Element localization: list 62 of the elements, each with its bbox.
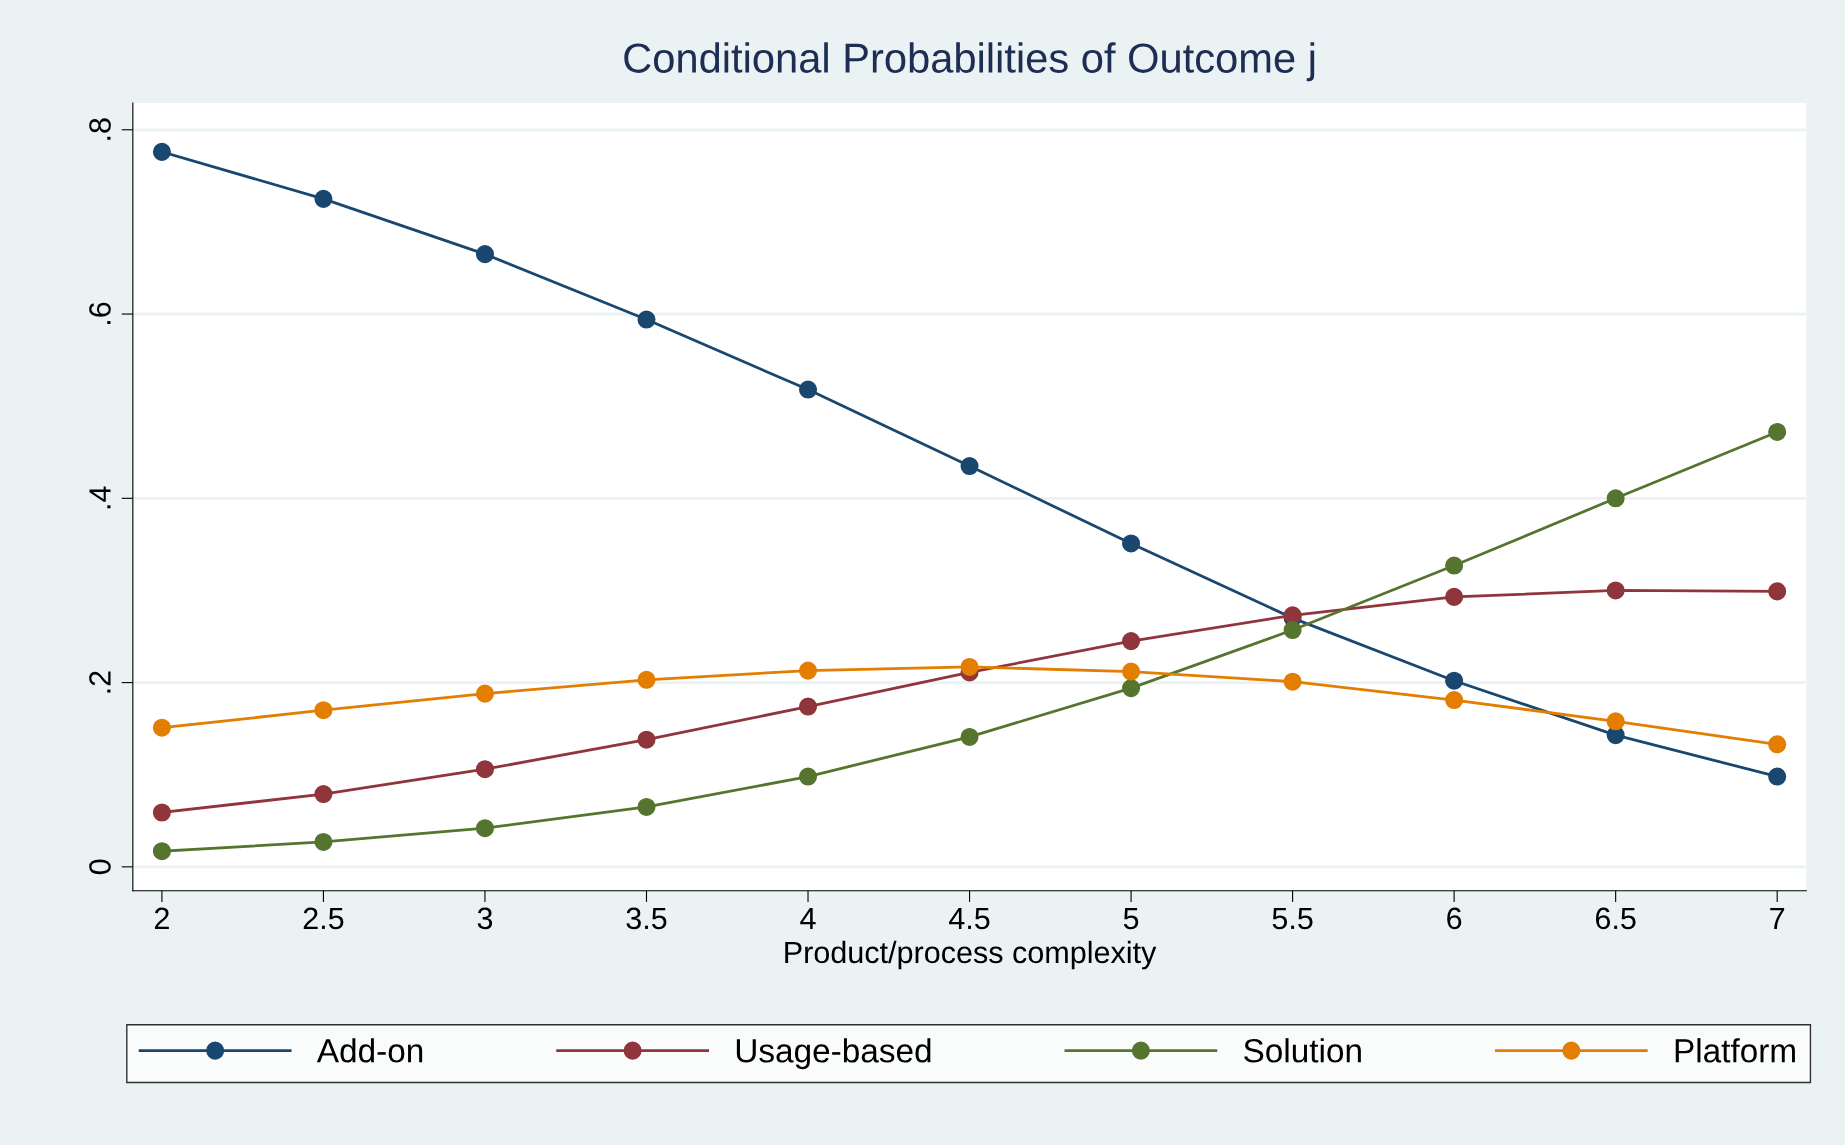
point [1122,679,1141,698]
x-tick-label: 3.5 [626,907,667,930]
y-tick-label: 0 [89,859,111,875]
point [314,189,333,208]
x-tick-label: 5 [1123,907,1139,930]
point [1768,767,1787,786]
point [314,785,333,804]
point [314,832,333,852]
legend-label: Add-on [316,1038,423,1063]
point [1768,422,1787,442]
point [637,310,656,329]
point [1283,621,1302,640]
point [1606,581,1625,600]
point [314,701,333,720]
point [798,380,818,399]
point [1122,632,1141,651]
y-tick-label: .6 [89,302,111,324]
point [1606,489,1625,508]
point [637,670,656,689]
point [152,803,171,822]
point [475,245,494,264]
point [1283,672,1302,691]
point [798,661,818,680]
point [1606,712,1625,731]
point [1445,587,1464,606]
x-tick-label: 7 [1770,907,1785,929]
point [1122,534,1141,553]
point [1445,556,1464,575]
y-tick-label: .8 [89,118,111,140]
point [637,730,656,749]
legend-label: Solution [1244,1038,1361,1063]
x-tick-label: 6.5 [1595,907,1636,930]
x-tick-label: 3 [477,907,493,930]
x-tick-label: 2.5 [303,907,344,930]
point [960,457,979,476]
y-tick-label: .2 [89,671,111,693]
x-tick-label: 4 [800,907,816,929]
x-tick-label: 4.5 [949,907,990,930]
point [475,684,494,703]
point [152,142,171,161]
point [1768,735,1787,754]
legend-label: Platform [1675,1038,1795,1063]
point [152,842,171,861]
point [798,767,818,786]
chart-title: Conditional Probabilities of Outcome j [624,42,1315,82]
y-tick-label: .4 [89,486,111,509]
point [475,819,494,838]
point [637,797,656,816]
x-tick-label: 2 [154,907,169,929]
point [152,718,171,737]
point [1122,662,1141,681]
point [798,697,818,716]
point [1445,671,1464,690]
point [1768,582,1787,601]
point [960,657,979,676]
legend-label: Usage-based [736,1038,931,1070]
point [1445,691,1464,710]
x-tick-label: 5.5 [1272,907,1313,930]
point [475,760,494,779]
x-tick-label: 6 [1447,907,1462,930]
point [960,727,979,746]
x-axis-title: Product/process complexity [785,940,1157,970]
